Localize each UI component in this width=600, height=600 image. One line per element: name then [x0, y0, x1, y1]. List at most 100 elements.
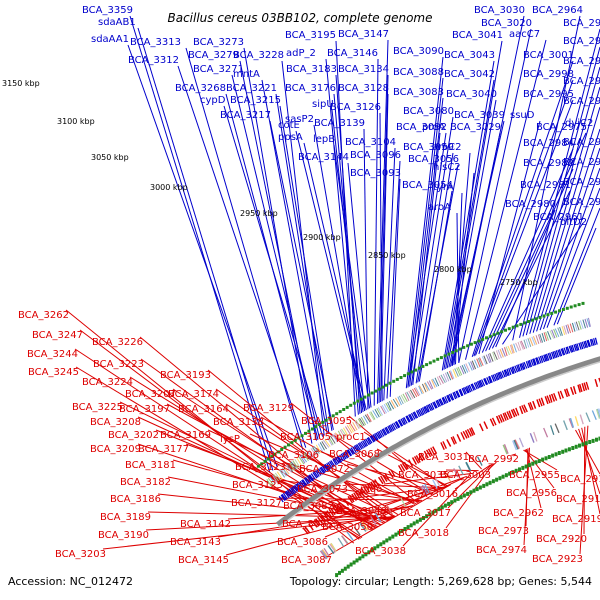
position-tick-label: 3150 kbp: [2, 79, 40, 88]
forward-cds-mark: [381, 429, 386, 436]
leader-line: [137, 27, 274, 471]
gc-skew-mark: [349, 562, 353, 567]
gc-skew-mark: [598, 436, 600, 441]
reverse-cds-mark: [565, 388, 570, 397]
reverse-cds-mark: [323, 512, 329, 520]
forward-cds-mark: [391, 423, 396, 431]
reverse-cds-mark: [390, 469, 396, 478]
forward-cds-mark: [484, 377, 489, 385]
gc-content-mark: [573, 304, 577, 308]
forward-cds-mark: [349, 448, 354, 455]
gc-skew-mark: [338, 570, 341, 575]
forward-cds-mark: [512, 366, 517, 374]
gc-skew-mark: [527, 463, 531, 468]
reverse-cds-mark: [553, 392, 558, 401]
forward-cds-mark: [309, 474, 315, 481]
cog-category-mark: [304, 452, 311, 460]
leader-line: [147, 511, 393, 519]
cog-category-mark: [376, 407, 382, 417]
forward-cds-mark: [308, 474, 314, 482]
reverse-gene-label: BCA_3072: [299, 464, 350, 475]
leader-line: [511, 453, 517, 456]
forward-cds-mark: [344, 451, 350, 458]
leader-line: [539, 147, 600, 331]
gc-skew-mark: [394, 532, 398, 537]
cog-category-mark: [300, 454, 308, 463]
forward-cds-mark: [367, 436, 373, 444]
forward-gene-label: BCA_2940: [563, 76, 600, 87]
cog-category-mark: [292, 460, 299, 469]
cog-category-mark: [276, 471, 283, 480]
reverse-gene-label: BCA_2992: [468, 454, 519, 465]
gc-content-mark: [447, 352, 451, 356]
gc-skew-mark: [418, 517, 422, 522]
forward-cds-mark: [284, 491, 290, 499]
forward-cds-mark: [476, 381, 481, 389]
position-tick-label: 2900 kbp: [303, 233, 341, 242]
reverse-gene-label: BCA_2923: [532, 554, 583, 565]
inner-category-mark: [434, 477, 441, 488]
reverse-cds-mark: [357, 489, 363, 498]
gc-content-mark: [523, 321, 527, 325]
cog-category-mark: [334, 432, 342, 441]
leader-line: [275, 93, 330, 433]
backbone-highlight: [278, 361, 600, 528]
inner-category-mark: [445, 472, 451, 482]
gc-content-mark: [399, 376, 403, 379]
leader-line: [327, 431, 433, 496]
gc-skew-mark: [335, 573, 339, 578]
leader-line: [207, 429, 396, 517]
reverse-cds-mark: [336, 503, 342, 511]
forward-cds-mark: [450, 393, 455, 401]
gc-skew-mark: [551, 453, 555, 458]
cog-category-mark: [392, 398, 399, 408]
gc-content-mark: [276, 450, 280, 454]
reverse-gene-label: BCA_3145: [178, 555, 229, 566]
forward-cds-mark: [352, 446, 357, 454]
cog-category-mark: [354, 420, 360, 430]
reverse-cds-mark: [446, 439, 452, 447]
forward-gene-label: BCA_3359: [82, 5, 133, 16]
forward-cds-mark: [413, 411, 419, 419]
cog-category-mark: [385, 402, 391, 412]
gc-content-mark: [577, 303, 581, 307]
forward-cds-mark: [321, 465, 327, 473]
gc-content-mark: [425, 363, 429, 367]
forward-cds-mark: [441, 397, 446, 405]
gc-content-mark: [403, 374, 407, 378]
gc-skew-mark: [388, 536, 392, 541]
map-title: Bacillus cereus 03BB102, complete genome: [168, 11, 433, 25]
reverse-gene-label: BCA_2920: [536, 534, 587, 545]
gc-content-mark: [273, 452, 277, 456]
inner-category-mark: [414, 489, 421, 499]
leader-line: [331, 109, 366, 412]
gc-content-mark: [488, 334, 492, 338]
forward-cds-mark: [481, 379, 486, 387]
reverse-cds-mark: [370, 481, 376, 490]
leader-line: [389, 178, 401, 397]
gc-skew-mark: [584, 441, 588, 446]
reverse-cds-mark: [504, 412, 509, 421]
inner-category-mark: [513, 439, 519, 450]
inner-category-mark: [400, 497, 406, 507]
gc-content-mark: [466, 344, 470, 348]
inner-category-mark: [419, 485, 427, 496]
reverse-cds-mark: [411, 457, 417, 465]
forward-gene-label: BCA_3090: [393, 46, 444, 57]
leader-line: [379, 112, 383, 402]
forward-cds-mark: [499, 371, 504, 379]
reverse-cds-mark: [326, 510, 333, 518]
reverse-gene-label: BCA_3177: [138, 444, 189, 455]
cog-category-mark: [313, 446, 320, 454]
reverse-gene-label: BCA_3245: [28, 367, 79, 378]
forward-gene-label: BCA_2929: [563, 177, 600, 188]
forward-gene-label: BCA_3273: [193, 37, 244, 48]
reverse-gene-label: BCA_2918: [556, 494, 600, 505]
inner-category-mark: [503, 444, 509, 454]
forward-gene-label: BCA_3030: [474, 5, 525, 16]
gc-content-mark: [451, 350, 455, 354]
gc-content-mark: [335, 412, 339, 416]
reverse-gene-label: BCA_3127: [231, 498, 282, 509]
forward-gene-label: BCA_3104: [345, 137, 396, 148]
gc-skew-mark: [400, 528, 404, 533]
